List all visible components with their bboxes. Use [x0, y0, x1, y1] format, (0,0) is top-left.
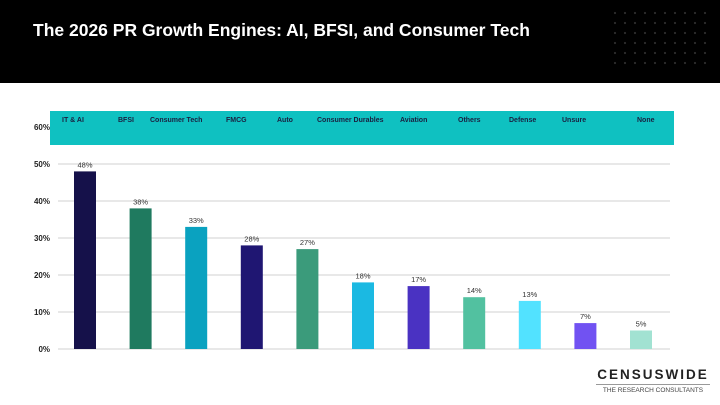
data-label: 48%	[77, 160, 92, 169]
y-tick-label: 60%	[34, 123, 50, 132]
y-tick-label: 30%	[34, 234, 50, 243]
bar	[463, 297, 486, 349]
bar	[352, 282, 374, 349]
data-label: 38%	[133, 197, 148, 206]
header-banner: The 2026 PR Growth Engines: AI, BFSI, an…	[0, 0, 720, 83]
dot-pattern-decoration	[610, 8, 710, 68]
category-label: Unsure	[562, 117, 586, 124]
censuswide-logo: CENSUSWIDE THE RESEARCH CONSULTANTS	[596, 367, 710, 394]
category-label: Defense	[509, 117, 536, 124]
category-band	[50, 111, 674, 145]
y-tick-label: 20%	[34, 271, 50, 280]
data-label: 28%	[244, 234, 259, 243]
logo-name: CENSUSWIDE	[597, 367, 709, 382]
category-label: IT & AI	[62, 117, 84, 124]
category-label: None	[637, 117, 655, 124]
category-label: BFSI	[118, 117, 134, 124]
category-label: Others	[458, 117, 481, 124]
bar	[129, 208, 152, 349]
data-label: 33%	[189, 216, 204, 225]
y-tick-label: 10%	[34, 308, 50, 317]
data-label: 18%	[355, 271, 370, 280]
category-label: Aviation	[400, 117, 427, 124]
data-label: 7%	[580, 312, 591, 321]
category-label: Consumer Durables	[317, 117, 384, 124]
bar	[185, 226, 208, 349]
logo-tagline: THE RESEARCH CONSULTANTS	[596, 384, 710, 394]
category-label: FMCG	[226, 117, 247, 124]
y-tick-label: 50%	[34, 160, 50, 169]
data-label: 5%	[636, 320, 647, 329]
bar	[74, 171, 96, 349]
data-label: 27%	[300, 238, 315, 247]
y-tick-label: 40%	[34, 197, 50, 206]
bar	[407, 286, 430, 349]
bar	[296, 249, 319, 349]
data-label: 13%	[522, 290, 537, 299]
bar	[630, 330, 652, 349]
data-label: 17%	[411, 275, 426, 284]
bar	[240, 245, 263, 349]
bar	[574, 323, 597, 349]
data-label: 14%	[467, 286, 482, 295]
y-tick-label: 0%	[38, 345, 50, 354]
category-label: Auto	[277, 117, 293, 124]
category-label: Consumer Tech	[150, 117, 202, 124]
slide-title: The 2026 PR Growth Engines: AI, BFSI, an…	[33, 20, 530, 40]
bar	[518, 300, 541, 349]
